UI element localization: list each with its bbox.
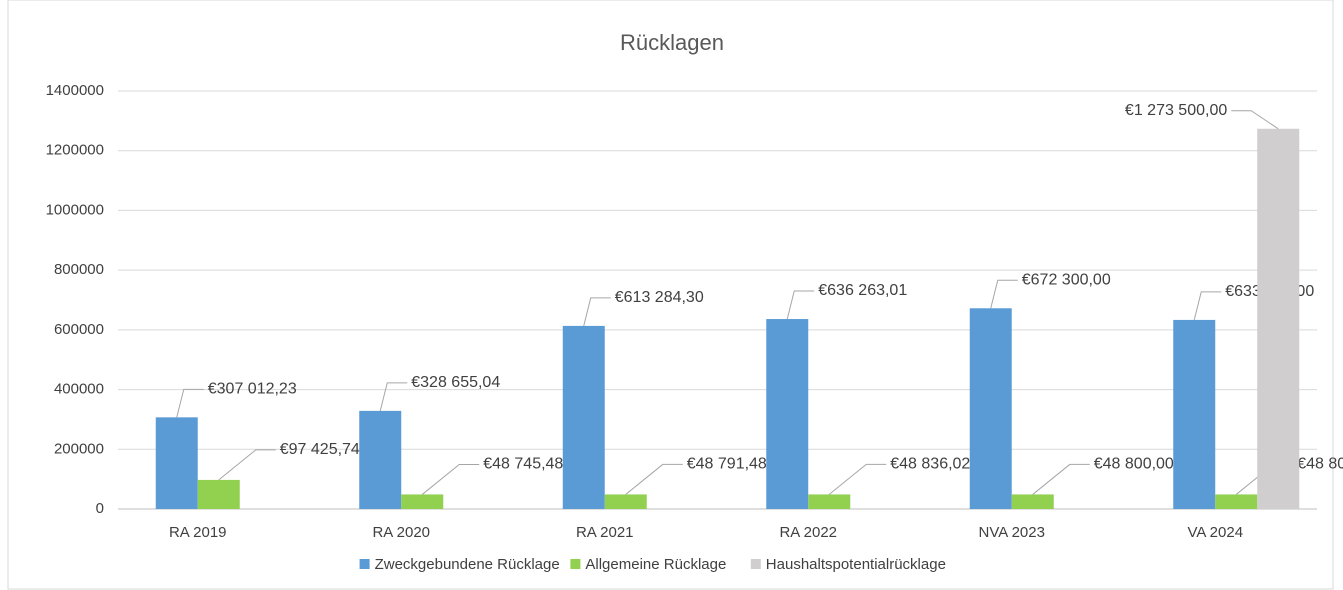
leader-line [990, 279, 1018, 309]
chart-title: Rücklagen [620, 30, 724, 55]
leader-line [379, 382, 408, 411]
leader-line [625, 463, 683, 495]
data-label: €48 836,02 [890, 456, 970, 473]
bar [155, 417, 198, 509]
leader-line [1193, 291, 1222, 321]
x-tick-label: RA 2022 [779, 524, 837, 541]
legend-swatch [570, 559, 581, 569]
data-label: €1 273 500,00 [1125, 102, 1227, 119]
x-tick-label: RA 2019 [169, 524, 227, 541]
legend-label: Haushaltspotentialrücklage [766, 556, 946, 573]
bar [808, 494, 851, 509]
bar [359, 410, 402, 509]
y-tick-label: 0 [96, 500, 104, 517]
bar [401, 494, 444, 509]
data-label: €48 791,48 [687, 456, 767, 473]
bar [562, 325, 605, 509]
bar [1215, 494, 1258, 509]
data-label: €48 800,00 [1094, 456, 1174, 473]
leader-line [421, 463, 480, 495]
legend-swatch [750, 559, 761, 569]
y-tick-label: 800000 [54, 261, 104, 278]
legend-label: Zweckgebundene Rücklage [375, 556, 560, 573]
x-tick-label: RA 2021 [576, 524, 634, 541]
bar [1257, 128, 1300, 509]
bar [197, 479, 240, 509]
y-tick-label: 200000 [54, 440, 104, 457]
data-label: €48 800,00 [1297, 456, 1343, 473]
data-label: €97 425,74 [280, 441, 360, 458]
x-tick-label: VA 2024 [1187, 524, 1243, 541]
leader-line [786, 290, 815, 320]
x-tick-label: RA 2020 [372, 524, 430, 541]
y-tick-label: 1000000 [46, 201, 104, 218]
y-tick-label: 600000 [54, 321, 104, 338]
data-label: €636 263,01 [818, 282, 907, 299]
x-tick-label: NVA 2023 [979, 524, 1045, 541]
leader-line [583, 297, 611, 327]
leader-line [176, 388, 204, 418]
bar [1011, 494, 1054, 509]
data-label: €613 284,30 [615, 289, 704, 306]
bar [969, 308, 1012, 509]
data-label: €672 300,00 [1022, 271, 1111, 288]
leader-line [828, 463, 887, 495]
data-label: €48 745,48 [483, 456, 563, 473]
y-tick-label: 400000 [54, 381, 104, 398]
leader-line [218, 449, 276, 481]
leader-line [1231, 110, 1279, 130]
y-tick-label: 1200000 [46, 142, 104, 159]
legend-swatch [359, 559, 370, 569]
legend-label: Allgemeine Rücklage [585, 556, 726, 573]
bar [1173, 319, 1216, 509]
data-label: €328 655,04 [411, 374, 500, 391]
bar [766, 319, 809, 509]
bar [604, 494, 647, 509]
y-tick-label: 1400000 [46, 82, 104, 99]
leader-line [1032, 463, 1090, 495]
data-label: €307 012,23 [208, 381, 297, 398]
